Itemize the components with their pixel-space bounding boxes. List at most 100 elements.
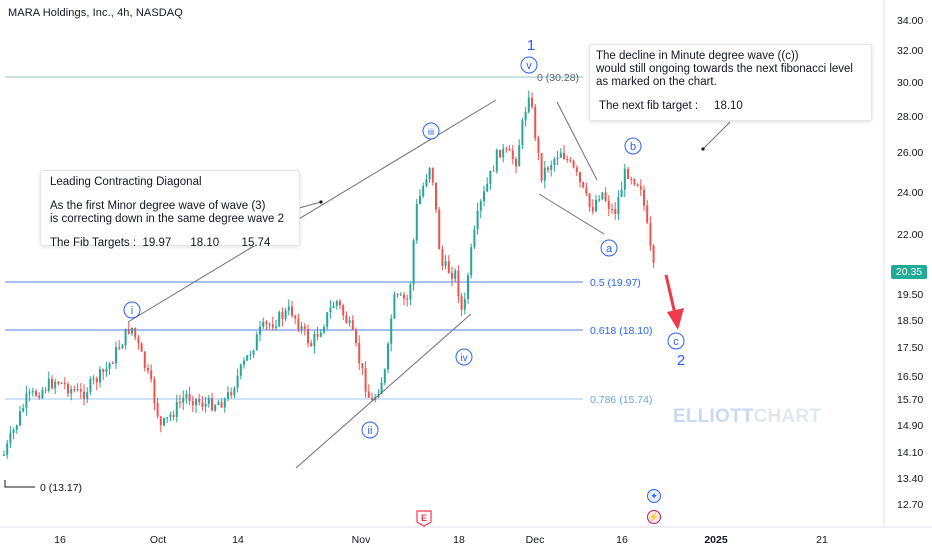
candle-body [553,159,556,166]
wave-label-b[interactable]: b [624,137,642,155]
candle-body [236,375,239,388]
candle-body [111,363,114,365]
price-tick: 32.00 [897,45,923,57]
price-tick: 24.00 [897,187,923,199]
candle-body [255,334,258,351]
candle-body [297,318,300,330]
candle-body [495,149,498,172]
annotation-note-target[interactable]: The decline in Minute degree wave ((c)) … [589,44,872,121]
candle-body [502,148,505,158]
wave-label-v[interactable]: v [520,56,538,74]
watermark-part1: ELLIOTT [673,406,754,427]
price-tick: 28.00 [897,111,923,123]
candle-body [70,389,73,394]
candle-body [559,152,562,158]
candle-body [441,249,444,266]
candle-body [150,370,153,379]
candle-body [473,229,476,248]
candle-body [319,332,322,337]
projection-arrow[interactable] [664,274,684,330]
candle-body [623,168,626,190]
candle-body [454,270,457,279]
candle-body [383,369,386,383]
candle-body [444,261,447,266]
candle-body [575,167,578,173]
candle-body [294,315,297,319]
fib-retracement[interactable]: 0 (30.28) 0.5 (19.97) 0.618 (18.10) 0.78… [4,72,652,494]
candle-body [329,307,332,313]
fib-label-0-bottom: 0 (13.17) [40,482,82,494]
wave-label-iv[interactable]: iv [455,348,473,366]
abc-upper-line[interactable] [556,101,598,181]
candle-body [451,273,453,279]
candle-body [108,363,111,369]
candle-body [265,321,268,325]
candle-body [137,337,140,344]
candle-body [428,167,431,180]
candle-body [223,398,226,408]
candle-body [134,327,137,338]
candle-body [307,328,309,344]
candle-body [195,399,197,406]
current-price-tag[interactable]: 20.35 [891,265,927,279]
abc-lower-line[interactable] [538,193,605,235]
watermark-part2: CHART [753,406,822,427]
wave-label-ii[interactable]: ii [361,421,379,439]
fib-label-0.618: 0.618 (18.10) [590,325,652,337]
candle-body [617,197,620,215]
candle-body [588,193,591,207]
note-text: The decline in Minute degree wave ((c)) [596,50,799,62]
candle-body [182,398,185,403]
candle-body [627,168,629,179]
wave-labels[interactable]: i ii iii iv v 1 a b c 2 [123,37,685,439]
candle-body [371,397,373,401]
annotation-note-diagonal[interactable]: Leading Contracting Diagonal As the firs… [40,170,300,249]
wave-label-iii[interactable]: iii [422,122,440,140]
time-tick: 14 [232,534,244,546]
candle-body [303,326,306,329]
candle-body [198,399,201,403]
candle-body [595,200,597,212]
plus-circle-icon[interactable]: ✦ [647,489,661,503]
candle-body [57,381,60,384]
candle-body [521,120,524,146]
time-axis[interactable]: 16 Oct 14 Nov 18 Dec 16 2025 21 [54,534,828,546]
lightning-icon[interactable]: ⚡ [647,510,661,524]
wave-label-c[interactable]: c [667,332,685,350]
candle-body [518,145,521,167]
wave-label-b-text: b [630,141,636,153]
candle-body [268,324,271,326]
candle-body [313,333,316,347]
candle-body [614,209,617,215]
candle-body [95,378,98,383]
candle-body [601,192,604,200]
arrow-head [667,308,684,330]
wave-label-a[interactable]: a [600,239,618,257]
candle-body [243,360,245,365]
price-axis[interactable]: 34.00 32.00 30.00 28.00 26.00 24.00 22.0… [897,15,923,511]
price-tick: 18.50 [897,315,923,327]
candle-body [556,157,559,160]
candle-body [281,312,284,319]
earnings-badge[interactable]: E [416,510,432,527]
symbol-title[interactable]: MARA Holdings, Inc., 4h, NASDAQ [8,7,183,19]
candle-body [467,275,469,299]
candle-body [582,182,585,188]
wave-label-degree-2[interactable]: 2 [677,352,685,369]
wave-label-iv-text: iv [460,353,467,364]
candle-body [524,111,527,121]
diagonal-lower-line[interactable] [295,313,472,469]
candle-body [15,425,18,430]
candle-body [489,170,492,184]
wave-label-i[interactable]: i [123,301,141,319]
candle-body [460,296,463,310]
candle-body [479,201,482,211]
candle-body [28,392,31,394]
wave-label-degree-1[interactable]: 1 [527,37,535,54]
candle-body [396,294,399,296]
candle-body [639,185,642,190]
candle-body [406,298,409,300]
candle-body [435,182,437,210]
candle-body [470,247,473,276]
